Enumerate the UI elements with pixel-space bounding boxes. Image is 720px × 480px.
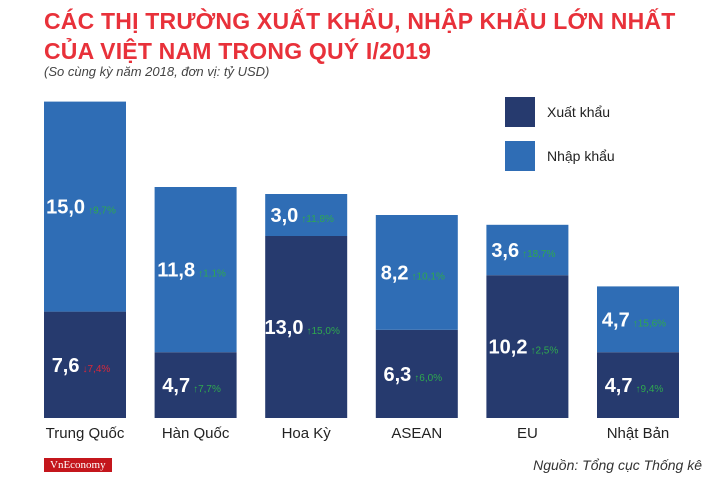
- bar-value-label-export-cat1: 4,7 ↑7,7%: [162, 375, 221, 397]
- legend: Xuất khẩu Nhập khẩu: [505, 97, 615, 185]
- bar-value-label-import-cat3: 8,2 ↑10,1%: [381, 262, 445, 284]
- category-label-cat3: ASEAN: [391, 425, 442, 442]
- bar-value-label-export-cat5: 4,7 ↑9,4%: [605, 375, 664, 397]
- category-label-cat5: Nhật Bản: [607, 425, 670, 442]
- bar-value-label-import-cat5: 4,7 ↑15,6%: [602, 309, 666, 331]
- category-label-cat4: EU: [517, 425, 538, 442]
- bar-export-cat3: [375, 329, 458, 418]
- bar-export-cat5: [597, 352, 679, 418]
- category-label-cat1: Hàn Quốc: [162, 425, 230, 442]
- vneconomy-logo: VnEconomy: [44, 458, 112, 472]
- legend-item-export: Xuất khẩu: [505, 97, 615, 127]
- bar-import-cat2: [265, 194, 348, 236]
- bar-export-cat2: [265, 236, 348, 418]
- bar-export-cat0: [44, 311, 126, 418]
- bar-export-cat1: [154, 352, 237, 418]
- legend-swatch-export: [505, 97, 535, 127]
- bar-value-label-export-cat2: 13,0 ↑15,0%: [265, 317, 340, 339]
- bar-value-label-import-cat0: 15,0 ↑9,7%: [46, 197, 116, 219]
- legend-item-import: Nhập khẩu: [505, 141, 615, 171]
- bar-import-cat1: [154, 187, 237, 353]
- source-note: Nguồn: Tổng cục Thống kê: [533, 457, 702, 473]
- bar-value-label-import-cat1: 11,8 ↑1,1%: [157, 260, 226, 282]
- bar-import-cat0: [44, 101, 126, 312]
- bar-import-cat5: [597, 286, 679, 353]
- bar-value-label-export-cat0: 7,6 ↓7,4%: [52, 355, 111, 377]
- bar-value-label-import-cat2: 3,0 ↑11,8%: [270, 205, 334, 227]
- legend-label-export: Xuất khẩu: [547, 104, 611, 120]
- chart-subtitle: (So cùng kỳ năm 2018, đơn vị: tỷ USD): [44, 64, 270, 79]
- category-label-cat0: Trung Quốc: [46, 425, 125, 442]
- bar-value-label-export-cat3: 6,3 ↑6,0%: [383, 364, 442, 386]
- bar-value-label-export-cat4: 10,2 ↑2,5%: [489, 337, 559, 359]
- bar-export-cat4: [486, 275, 569, 418]
- bar-import-cat4: [486, 224, 569, 276]
- legend-label-import: Nhập khẩu: [547, 148, 615, 164]
- bar-value-label-import-cat4: 3,6 ↑18,7%: [491, 240, 555, 262]
- legend-swatch-import: [505, 141, 535, 171]
- bar-import-cat3: [375, 215, 458, 330]
- category-label-cat2: Hoa Kỳ: [282, 425, 332, 442]
- chart-title: CÁC THỊ TRƯỜNG XUẤT KHẨU, NHẬP KHẨU LỚN …: [44, 8, 676, 64]
